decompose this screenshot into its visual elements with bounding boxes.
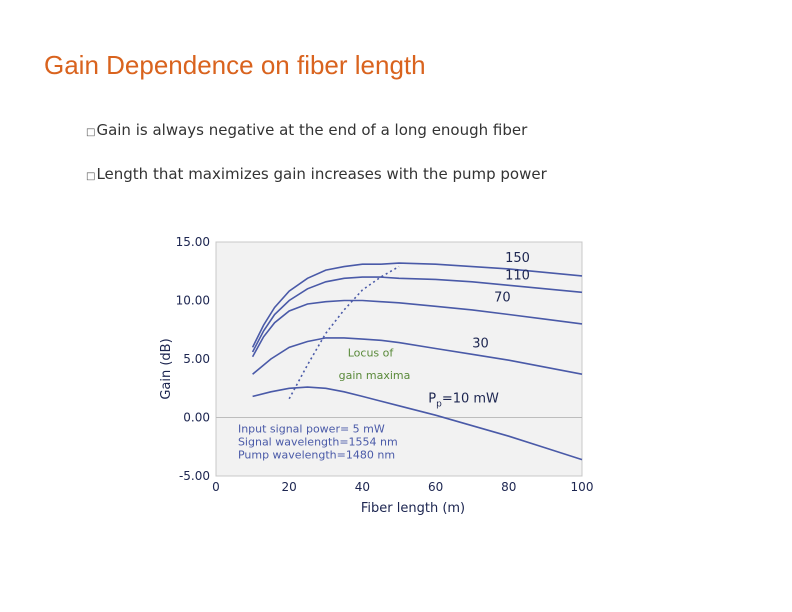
plot-area <box>215 241 583 477</box>
curve-label: 110 <box>505 268 530 283</box>
y-tick-label: 5.00 <box>183 352 210 366</box>
conditions-text: Pump wavelength=1480 nm <box>238 449 395 462</box>
locus-annotation-line2: gain maxima <box>339 369 411 382</box>
bullet-item: □Gain is always negative at the end of a… <box>86 121 527 139</box>
gain-vs-length-chart: 15.00 10.00 5.00 0.00 -5.000 20 40 60 80 100 Fiber… <box>159 235 594 516</box>
x-tick-label: 0 <box>212 480 220 494</box>
gain-curve-110 <box>251 276 583 353</box>
bullet-marker: □ <box>86 127 96 138</box>
gain-curve-30 <box>252 337 583 375</box>
bullet-marker: □ <box>86 171 96 182</box>
x-tick-label: 40 <box>355 480 370 494</box>
y-axis-title: Gain (dB) <box>159 338 174 399</box>
y-tick-label: 0.00 <box>183 411 210 425</box>
gain-curve-10 <box>252 386 583 461</box>
y-tick-label: 15.00 <box>176 235 210 249</box>
bullet-text: Length that maximizes gain increases wit… <box>96 165 547 183</box>
curve-label: 150 <box>505 251 530 266</box>
y-tick-label: 10.00 <box>176 294 210 308</box>
gain-curve-70 <box>251 299 583 358</box>
curve-label: 70 <box>494 291 511 306</box>
x-tick-label: 20 <box>282 480 297 494</box>
bullet-item: □Length that maximizes gain increases wi… <box>86 165 547 183</box>
slide-title: Gain Dependence on fiber length <box>44 50 426 80</box>
locus-annotation-line1: Locus of <box>348 347 395 360</box>
x-axis-title: Fiber length (m) <box>361 501 465 516</box>
gain-curve-150 <box>251 262 583 348</box>
y-tick-label: -5.00 <box>179 469 210 483</box>
x-tick-label: 80 <box>501 480 516 494</box>
x-tick-label: 100 <box>571 480 594 494</box>
curve-label: 30 <box>472 336 489 351</box>
conditions-text: Input signal power= 5 mW <box>238 423 385 436</box>
x-tick-label: 60 <box>428 480 443 494</box>
curve-label: Pp=10 mW <box>428 391 499 409</box>
conditions-text: Signal wavelength=1554 nm <box>238 436 398 449</box>
bullet-text: Gain is always negative at the end of a … <box>96 121 528 139</box>
